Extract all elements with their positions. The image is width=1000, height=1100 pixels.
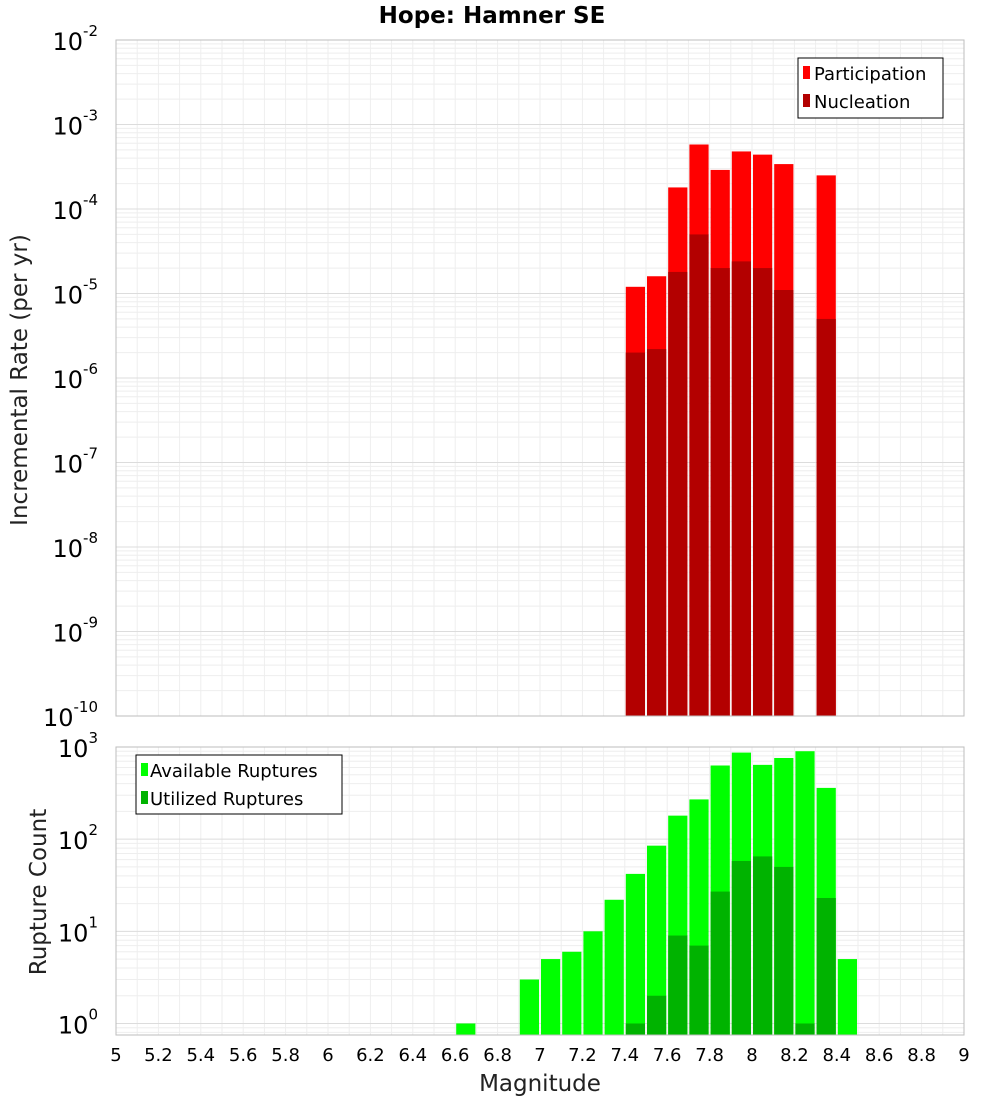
bar-nucleation (689, 234, 709, 717)
bar-nucleation (647, 349, 667, 716)
y-tick-label: 10-4 (52, 191, 98, 225)
count-plot-frame (115, 746, 965, 1036)
x-tick-label: 8.8 (907, 1045, 936, 1066)
rate-y-axis-label: Incremental Rate (per yr) (7, 234, 33, 526)
x-axis-label: Magnitude (479, 1071, 601, 1097)
x-tick-label: 5.4 (186, 1045, 215, 1066)
x-tick-label: 7 (534, 1045, 545, 1066)
x-tick-label: 7.6 (653, 1045, 682, 1066)
legend-swatch-available (141, 763, 148, 776)
legend-label-utilized: Utilized Ruptures (150, 789, 303, 810)
y-tick-label: 10-5 (52, 276, 98, 310)
x-tick-label: 5.6 (229, 1045, 258, 1066)
bar-utilized (668, 935, 688, 1035)
y-tick-label: 10-8 (52, 529, 98, 563)
bar-available (562, 951, 582, 1035)
bar-utilized (753, 856, 773, 1035)
count-panel: 100 101 102 103 Rupture Count Available Rup… (26, 729, 965, 1039)
y-tick-label: 101 (58, 913, 98, 947)
x-axis-ticks: 5 5.2 5.4 5.6 5.8 6 6.2 6.4 6.6 6.8 7 7.2 7.4 7.6 7.8 8… (110, 1045, 969, 1066)
y-tick-label: 10-6 (52, 360, 98, 394)
y-tick-label: 10-3 (52, 107, 98, 141)
legend-swatch-participation (803, 66, 810, 79)
x-tick-label: 8.2 (780, 1045, 809, 1066)
count-legend: Available Ruptures Utilized Ruptures (135, 754, 343, 815)
x-tick-label: 8 (746, 1045, 757, 1066)
x-tick-label: 6.2 (356, 1045, 385, 1066)
bar-utilized (795, 1023, 815, 1035)
x-tick-label: 9 (958, 1045, 969, 1066)
x-tick-label: 7.2 (568, 1045, 597, 1066)
rate-grid (115, 40, 965, 717)
y-tick-label: 100 (58, 1005, 98, 1039)
legend-swatch-nucleation (803, 94, 810, 107)
x-tick-label: 5.2 (144, 1045, 173, 1066)
bar-utilized (689, 945, 709, 1035)
y-tick-label: 10-10 (43, 698, 98, 732)
bar-available (837, 959, 857, 1035)
x-tick-label: 6.4 (398, 1045, 427, 1066)
bar-utilized (647, 995, 667, 1035)
bar-nucleation (753, 268, 773, 716)
bar-available (541, 959, 561, 1035)
rate-legend-box (797, 57, 944, 119)
y-tick-label: 103 (58, 729, 98, 763)
bar-utilized (774, 866, 794, 1035)
bar-available (625, 873, 645, 1035)
x-tick-label: 8.6 (865, 1045, 894, 1066)
y-tick-label: 10-7 (52, 445, 98, 479)
bar-nucleation (710, 268, 730, 716)
bar-available (583, 931, 603, 1035)
bar-nucleation (774, 290, 794, 716)
x-tick-label: 5 (110, 1045, 121, 1066)
legend-label-participation: Participation (814, 64, 926, 85)
count-y-axis-label: Rupture Count (26, 809, 52, 975)
bar-available (795, 751, 815, 1035)
legend-swatch-utilized (141, 791, 148, 804)
x-tick-label: 8.4 (822, 1045, 851, 1066)
count-y-ticks: 100 101 102 103 (58, 729, 98, 1039)
bar-utilized (731, 860, 751, 1035)
bar-available (456, 1023, 476, 1035)
bar-nucleation (816, 318, 836, 716)
x-tick-label: 6.6 (441, 1045, 470, 1066)
legend-label-nucleation: Nucleation (814, 92, 910, 113)
x-tick-label: 6 (322, 1045, 333, 1066)
y-tick-label: 10-2 (52, 22, 98, 56)
x-tick-label: 7.8 (695, 1045, 724, 1066)
legend-label-available: Available Ruptures (150, 761, 318, 782)
bar-available (647, 845, 667, 1035)
bar-available (519, 979, 539, 1035)
x-tick-label: 7.4 (610, 1045, 639, 1066)
bar-utilized (816, 897, 836, 1035)
bar-utilized (625, 1023, 645, 1035)
x-tick-label: 5.8 (271, 1045, 300, 1066)
y-tick-label: 10-9 (52, 614, 98, 648)
bar-nucleation (731, 261, 751, 716)
bar-nucleation (668, 271, 688, 716)
y-tick-label: 102 (58, 821, 98, 855)
bar-utilized (710, 891, 730, 1035)
rate-y-ticks: 10-10 10-9 10-8 10-7 10-6 10-5 10-4 10-3 10-2 (43, 22, 98, 732)
rate-bars (625, 144, 836, 717)
chart-title: Hope: Hamner SE (379, 3, 606, 29)
rate-legend: Participation Nucleation (797, 57, 944, 119)
bar-nucleation (625, 352, 645, 716)
bar-available (604, 899, 624, 1035)
x-tick-label: 6.8 (483, 1045, 512, 1066)
count-bars (456, 751, 857, 1035)
count-legend-box (135, 754, 343, 815)
rate-panel: 10-10 10-9 10-8 10-7 10-6 10-5 10-4 10-3 10-2 In… (7, 22, 965, 732)
rate-plot-frame (115, 39, 965, 717)
